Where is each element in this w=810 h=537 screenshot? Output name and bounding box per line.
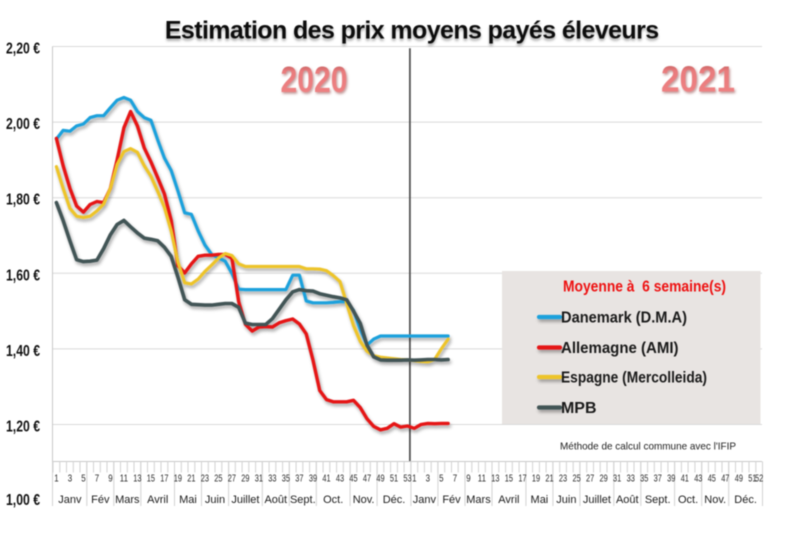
svg-text:19: 19 — [174, 474, 183, 485]
svg-text:7: 7 — [95, 474, 100, 485]
svg-text:Mars: Mars — [466, 494, 491, 506]
svg-text:37: 37 — [654, 474, 663, 485]
svg-text:23: 23 — [201, 474, 210, 485]
svg-text:Avril: Avril — [498, 494, 519, 506]
svg-text:1,40 €: 1,40 € — [6, 343, 40, 360]
svg-text:43: 43 — [336, 474, 345, 485]
svg-text:1,60 €: 1,60 € — [6, 267, 40, 284]
svg-text:Estimation des prix moyens pay: Estimation des prix moyens payés éleveur… — [165, 17, 659, 45]
svg-text:Mai: Mai — [531, 494, 549, 506]
svg-text:47: 47 — [721, 474, 730, 485]
svg-text:5: 5 — [81, 474, 86, 485]
svg-text:Sept.: Sept. — [290, 494, 316, 506]
svg-text:Oct.: Oct. — [323, 494, 343, 506]
svg-text:21: 21 — [187, 474, 196, 485]
svg-text:15: 15 — [147, 474, 156, 485]
svg-text:51: 51 — [748, 474, 757, 485]
svg-text:31: 31 — [255, 474, 264, 485]
svg-text:39: 39 — [309, 474, 318, 485]
svg-text:35: 35 — [282, 474, 291, 485]
svg-text:43: 43 — [694, 474, 703, 485]
svg-text:Fév: Fév — [442, 494, 461, 506]
svg-text:27: 27 — [586, 474, 595, 485]
svg-text:29: 29 — [241, 474, 250, 485]
svg-text:Août: Août — [616, 494, 639, 506]
svg-text:21: 21 — [545, 474, 554, 485]
svg-text:Juin: Juin — [556, 494, 576, 506]
svg-text:Nov.: Nov. — [353, 494, 375, 506]
svg-text:41: 41 — [681, 474, 690, 485]
svg-text:45: 45 — [349, 474, 358, 485]
svg-text:49: 49 — [735, 474, 744, 485]
svg-text:9: 9 — [108, 474, 113, 485]
svg-text:25: 25 — [214, 474, 223, 485]
svg-text:17: 17 — [160, 474, 169, 485]
svg-text:Mars: Mars — [115, 494, 140, 506]
svg-text:1: 1 — [412, 474, 417, 485]
svg-text:1,00 €: 1,00 € — [6, 492, 40, 509]
svg-text:17: 17 — [518, 474, 527, 485]
svg-text:15: 15 — [505, 474, 514, 485]
svg-text:Déc.: Déc. — [734, 494, 757, 506]
svg-text:5: 5 — [439, 474, 444, 485]
svg-text:35: 35 — [640, 474, 649, 485]
svg-text:45: 45 — [708, 474, 717, 485]
svg-text:51: 51 — [390, 474, 399, 485]
svg-text:53: 53 — [403, 474, 412, 485]
svg-text:2021: 2021 — [661, 59, 735, 100]
svg-text:39: 39 — [667, 474, 676, 485]
svg-text:11: 11 — [120, 474, 129, 485]
svg-text:11: 11 — [478, 474, 487, 485]
svg-text:2,00 €: 2,00 € — [6, 116, 40, 133]
svg-text:Juillet: Juillet — [231, 494, 259, 506]
svg-text:47: 47 — [363, 474, 372, 485]
svg-text:41: 41 — [322, 474, 331, 485]
svg-text:3: 3 — [426, 474, 431, 485]
svg-text:25: 25 — [573, 474, 582, 485]
svg-text:Mai: Mai — [179, 494, 197, 506]
svg-text:Nov.: Nov. — [704, 494, 726, 506]
svg-text:2,20 €: 2,20 € — [6, 41, 40, 58]
svg-text:Janv: Janv — [413, 494, 437, 506]
svg-text:MPB: MPB — [561, 400, 597, 417]
svg-text:Janv: Janv — [58, 494, 82, 506]
svg-text:Moyenne à 6 semaine(s): Moyenne à 6 semaine(s) — [563, 279, 726, 296]
svg-text:Avril: Avril — [147, 494, 168, 506]
svg-text:29: 29 — [600, 474, 609, 485]
svg-text:Oct.: Oct. — [678, 494, 698, 506]
svg-text:Juin: Juin — [205, 494, 225, 506]
svg-text:33: 33 — [627, 474, 636, 485]
svg-text:52: 52 — [755, 474, 764, 485]
svg-text:Fév: Fév — [91, 494, 110, 506]
svg-text:13: 13 — [133, 474, 142, 485]
svg-text:3: 3 — [68, 474, 73, 485]
svg-text:37: 37 — [295, 474, 304, 485]
svg-text:Déc.: Déc. — [383, 494, 406, 506]
svg-text:Sept.: Sept. — [645, 494, 671, 506]
svg-text:Espagne (Mercolleida): Espagne (Mercolleida) — [561, 370, 707, 387]
svg-text:31: 31 — [613, 474, 622, 485]
svg-text:2020: 2020 — [281, 59, 348, 100]
svg-text:Danemark (D.M.A): Danemark (D.M.A) — [561, 310, 687, 327]
svg-text:7: 7 — [453, 474, 458, 485]
svg-text:1,20 €: 1,20 € — [6, 419, 40, 436]
svg-text:49: 49 — [376, 474, 385, 485]
svg-text:33: 33 — [268, 474, 277, 485]
svg-text:Méthode de calcul commune avec: Méthode de calcul commune avec l'IFIP — [560, 441, 736, 453]
svg-text:1: 1 — [54, 474, 59, 485]
svg-text:13: 13 — [491, 474, 500, 485]
svg-text:Juillet: Juillet — [583, 494, 611, 506]
svg-text:27: 27 — [228, 474, 237, 485]
svg-text:19: 19 — [532, 474, 541, 485]
svg-text:9: 9 — [466, 474, 471, 485]
svg-text:Allemagne (AMI): Allemagne (AMI) — [561, 340, 679, 357]
svg-text:1,80 €: 1,80 € — [6, 192, 40, 209]
svg-text:23: 23 — [559, 474, 568, 485]
svg-text:Août: Août — [264, 494, 287, 506]
